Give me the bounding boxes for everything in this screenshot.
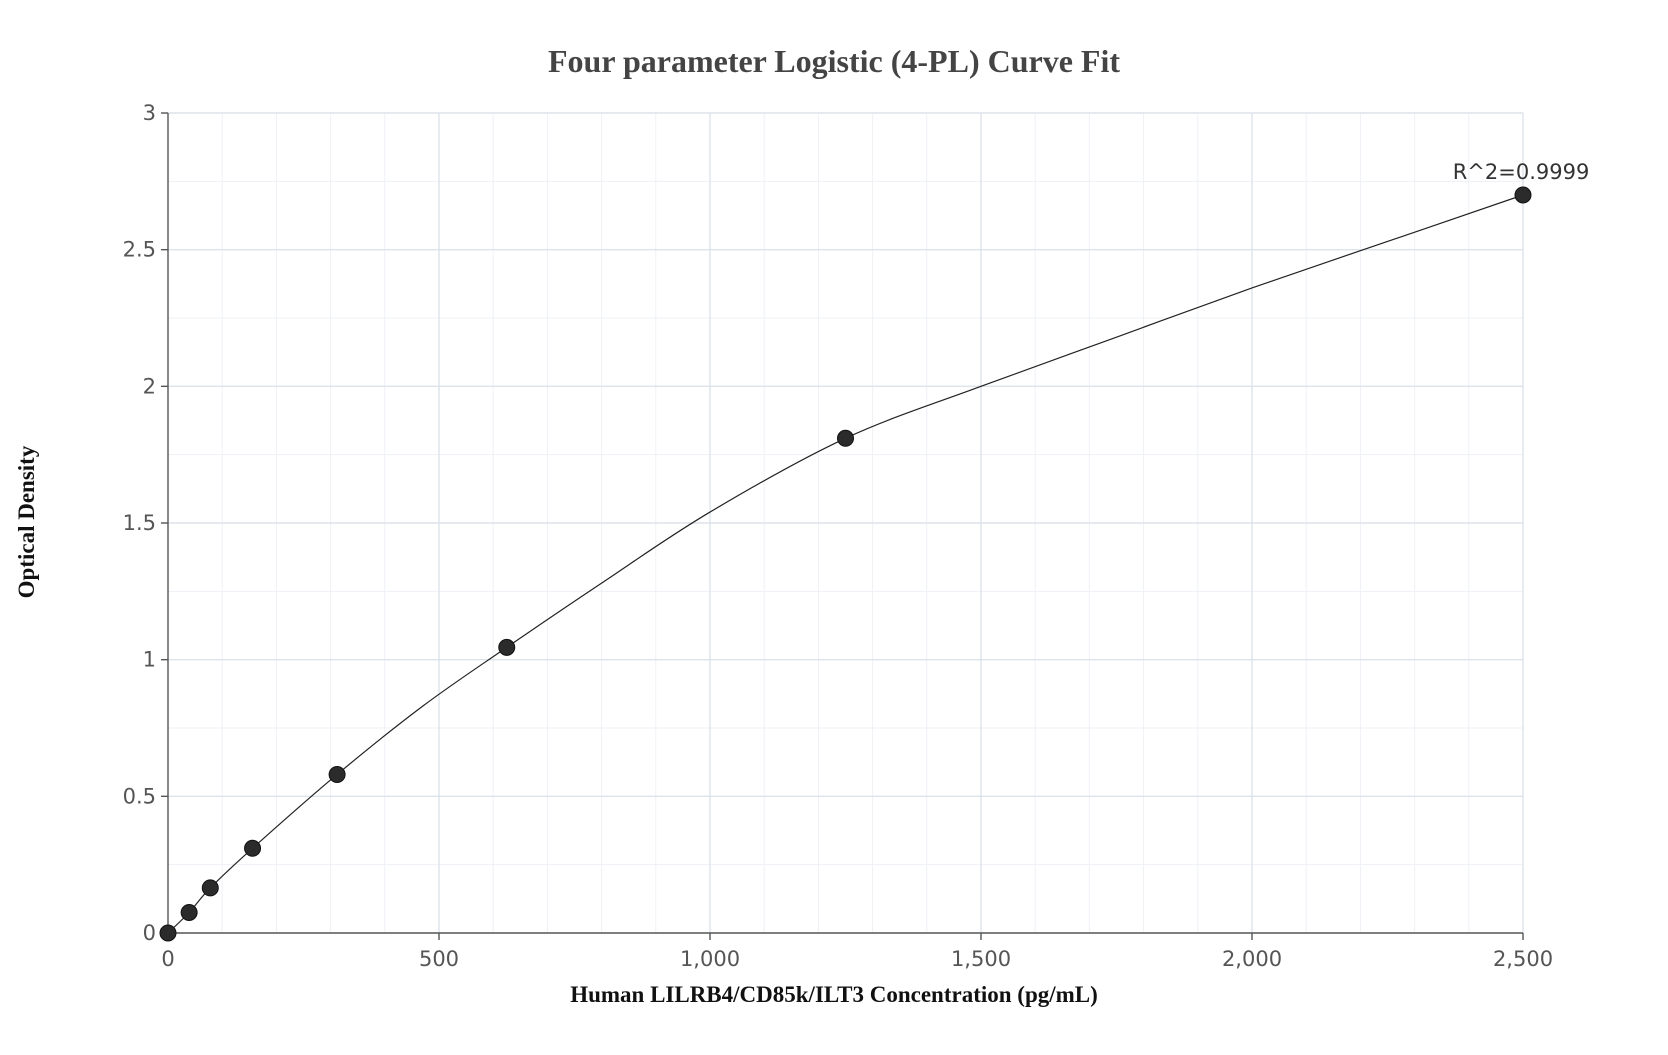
major-grid <box>168 112 1524 933</box>
x-tick-label: 2,500 <box>1493 947 1553 971</box>
x-tick-label: 1,500 <box>951 947 1011 971</box>
data-points <box>159 186 1532 942</box>
y-tick-label: 3 <box>143 101 156 125</box>
y-tick-label: 2.5 <box>123 238 156 262</box>
x-axis-title: Human LILRB4/CD85k/ILT3 Concentration (p… <box>570 982 1098 1007</box>
data-point <box>244 839 262 857</box>
x-tick-label: 0 <box>161 947 174 971</box>
ticks: 0 500 1,000 1,500 2,000 2,500 0 0.5 1 1.5 2 2.5 3 <box>123 101 1553 971</box>
y-tick-label: 0.5 <box>123 784 156 808</box>
data-point <box>201 879 219 897</box>
x-tick-label: 2,000 <box>1222 947 1282 971</box>
r-squared-annotation: R^2=0.9999 <box>1453 160 1590 184</box>
y-axis-title: Optical Density <box>14 445 39 598</box>
chart-title: Four parameter Logistic (4-PL) Curve Fit <box>548 43 1120 79</box>
data-point <box>498 638 516 656</box>
data-point <box>1514 186 1532 204</box>
y-tick-label: 1 <box>143 648 156 672</box>
fit-curve <box>167 194 1524 934</box>
annotations: R^2=0.9999 <box>1453 160 1590 184</box>
y-tick-label: 2 <box>143 374 156 398</box>
y-tick-label: 0 <box>143 921 156 945</box>
x-tick-label: 500 <box>419 947 459 971</box>
data-point <box>180 904 198 921</box>
x-tick-label: 1,000 <box>680 947 740 971</box>
y-tick-label: 1.5 <box>123 511 156 535</box>
data-point <box>159 924 177 942</box>
data-point <box>837 429 854 447</box>
data-point <box>328 765 346 783</box>
